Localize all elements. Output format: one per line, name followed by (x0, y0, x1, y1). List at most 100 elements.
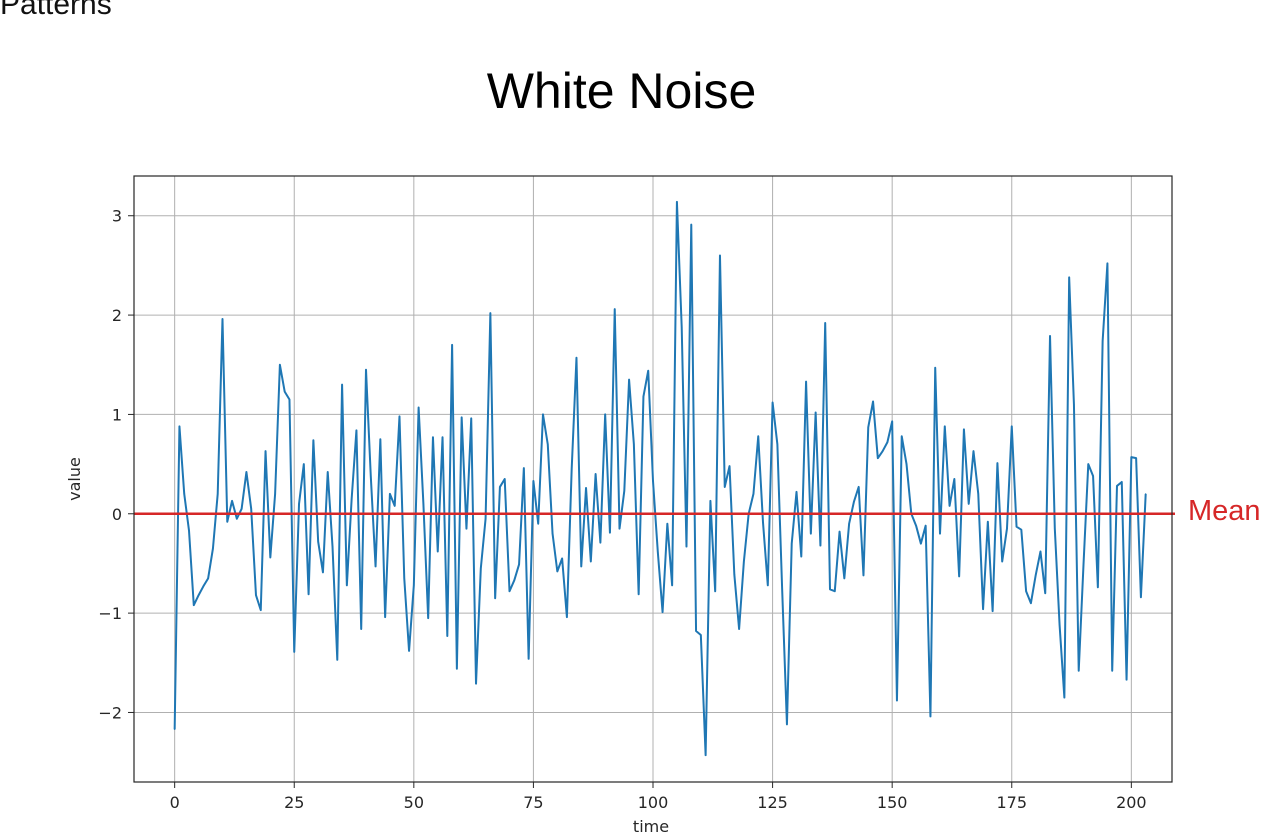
data-point (805, 381, 807, 383)
data-point (929, 715, 932, 718)
data-point (896, 699, 898, 702)
data-point (245, 471, 248, 473)
data-point (446, 635, 448, 637)
data-point (834, 590, 836, 592)
data-point (580, 565, 582, 568)
data-point (226, 521, 228, 523)
data-point (322, 571, 324, 573)
data-point (968, 503, 970, 505)
data-point (575, 357, 578, 359)
data-point (599, 541, 601, 544)
data-point (604, 413, 606, 416)
data-point (1082, 563, 1085, 566)
data-point (212, 547, 214, 550)
data-point (260, 609, 262, 611)
data-point (1125, 679, 1128, 681)
data-point (174, 728, 176, 730)
data-point (843, 577, 845, 579)
data-point (700, 634, 702, 636)
series-points (174, 201, 1147, 756)
x-tick-label: 150 (877, 793, 908, 812)
data-point (346, 584, 348, 586)
data-point (241, 508, 243, 510)
data-point (561, 557, 563, 560)
x-tick-label: 50 (404, 793, 424, 812)
data-point (499, 486, 501, 488)
data-point (891, 420, 893, 422)
data-point (566, 616, 568, 618)
y-tick-label: −2 (98, 703, 122, 722)
data-point (1102, 340, 1104, 342)
x-tick-label: 175 (996, 793, 1027, 812)
y-tick-label: 2 (112, 306, 122, 325)
data-point (724, 486, 726, 488)
data-point (939, 533, 941, 535)
data-point (441, 436, 444, 438)
data-point (1044, 592, 1046, 594)
data-point (542, 413, 544, 416)
data-point (623, 490, 625, 492)
data-point (944, 425, 946, 427)
data-point (537, 523, 539, 525)
data-point (456, 668, 458, 670)
x-axis-title: time (633, 817, 669, 835)
data-point (480, 567, 482, 570)
data-point (1116, 485, 1118, 487)
data-point (920, 542, 922, 545)
data-point (365, 369, 367, 371)
data-point (351, 498, 353, 500)
data-point (819, 544, 822, 547)
data-point (1121, 481, 1123, 483)
data-point (690, 224, 692, 226)
slide-title: White Noise (486, 63, 757, 119)
data-point (728, 465, 731, 467)
data-point (1135, 457, 1137, 459)
data-point (250, 508, 252, 510)
data-point (618, 528, 621, 530)
series-line (173, 200, 1147, 757)
data-point (595, 473, 597, 475)
data-point (901, 435, 903, 437)
data-point (767, 584, 769, 586)
data-point (1054, 528, 1056, 530)
data-point (1020, 529, 1022, 531)
data-point (303, 463, 305, 465)
data-point (1140, 596, 1142, 598)
data-point (465, 528, 468, 530)
data-point (398, 415, 401, 418)
data-point (647, 370, 649, 372)
data-point (882, 450, 884, 452)
data-point (872, 400, 874, 403)
data-point (714, 590, 716, 592)
data-point (877, 457, 879, 459)
data-point (1097, 586, 1099, 588)
data-point (1111, 670, 1113, 672)
data-point (628, 379, 630, 381)
data-point (427, 617, 429, 619)
data-point (331, 545, 334, 548)
data-point (327, 471, 329, 473)
data-point (695, 630, 697, 632)
data-point (437, 550, 439, 553)
data-point (738, 628, 740, 630)
data-point (1011, 425, 1013, 427)
data-point (733, 573, 735, 575)
data-point (977, 493, 979, 495)
data-point (1035, 574, 1037, 576)
data-point (1049, 335, 1051, 337)
data-point (776, 443, 778, 445)
data-point (953, 478, 955, 480)
data-point (1015, 526, 1018, 528)
x-tick-label: 100 (638, 793, 669, 812)
data-point (709, 500, 712, 502)
x-tick-label: 200 (1116, 793, 1147, 812)
data-point (829, 588, 831, 590)
data-point (757, 435, 759, 437)
data-point (1001, 560, 1003, 563)
data-point (231, 500, 233, 502)
data-point (504, 478, 506, 480)
partial-section-heading: Patterns (0, 0, 112, 21)
data-point (532, 480, 535, 482)
data-point (862, 574, 865, 576)
data-point (1145, 493, 1147, 495)
